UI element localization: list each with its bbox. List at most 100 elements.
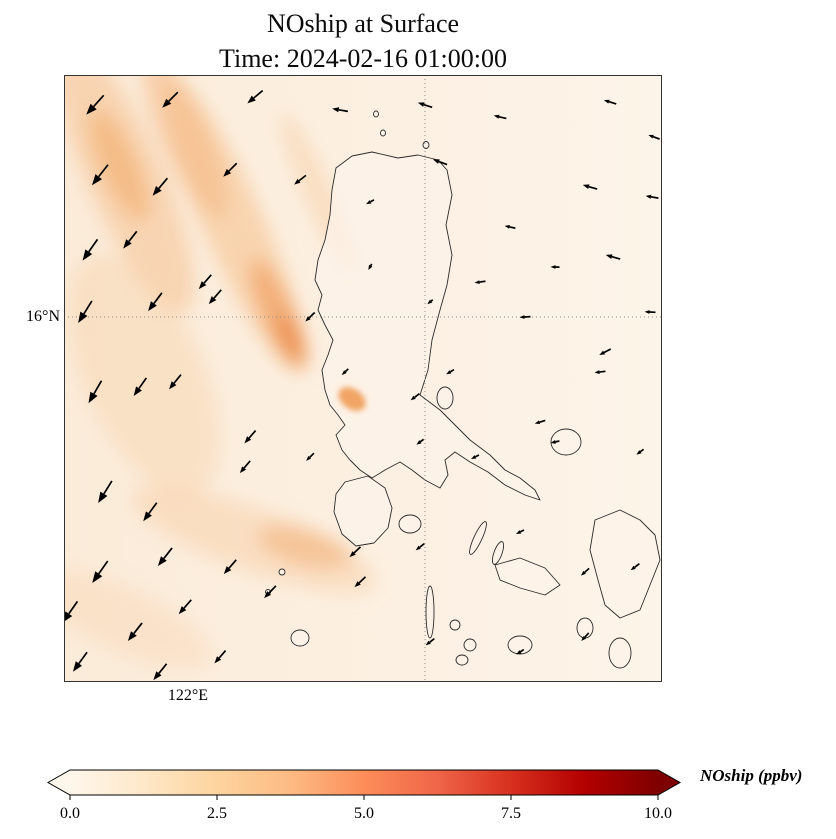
wind-arrow-shaft [98,164,109,178]
wind-arrow-head [493,114,500,119]
wind-arrow-head [630,565,636,571]
wind-arrow-head [332,107,340,113]
wind-arrow-shaft [228,162,238,172]
coastline-marinduque [398,514,422,534]
wind-arrow-head [148,301,157,312]
wind-arrow-head [580,570,586,576]
coastline-islet [455,654,469,666]
coastline-masbate [494,557,561,596]
wind-arrow-shaft [228,559,237,569]
coastal-plume-maximum [338,387,366,411]
wind-arrow-shaft [68,600,79,615]
wind-arrow-shaft [88,238,99,253]
concentration-plumes [64,75,377,670]
figure-title: NOship at Surface [266,9,460,38]
wind-arrow-head [214,656,222,664]
wind-arrow-shaft [309,452,315,458]
wind-arrow-shaft [611,255,621,260]
wind-arrow-head [415,545,421,551]
wind-arrow-head [636,450,642,455]
wind-arrow-shaft [370,263,373,267]
wind-arrow-head [605,254,613,259]
wind-arrow-head [645,194,652,199]
y-axis-tick-label: 16°N [26,308,60,325]
wind-arrow-shaft [419,542,425,548]
map-plot [64,75,662,682]
coastline-polillo [436,386,454,410]
wind-arrow-shaft [358,576,367,584]
coastline-islet [463,638,477,652]
coastline-islet [373,110,379,118]
wind-arrow-shaft [423,103,433,109]
colorbar-bar [46,769,682,796]
wind-arrow-head [162,98,172,108]
wind-arrow-shaft [519,648,525,653]
map-frame [64,75,662,682]
wind-arrow-head [153,671,162,681]
wind-arrow-head [305,316,311,322]
wind-arrow-shaft [83,300,93,315]
wind-arrow-shaft [168,91,179,102]
wind-arrow-head [417,102,425,107]
wind-arrow-head [550,440,556,444]
wind-arrow-head [78,311,88,324]
wind-arrow-shaft [153,292,163,304]
wind-arrow-head [599,350,606,356]
coastline-islet [608,637,632,669]
wind-arrow-head [354,581,361,588]
wind-arrow-head [368,264,373,271]
wind-arrow-head [143,511,152,522]
coastline-islet [422,141,430,149]
coastline-ticao [491,541,505,565]
wind-arrow-head [306,455,311,461]
wind-arrow-shaft [479,280,486,283]
wind-arrow-shaft [163,547,173,559]
wind-arrow-head [157,556,167,567]
wind-arrow-shaft [449,368,455,373]
wind-arrow-head [91,174,102,186]
wind-arrow-head [82,249,93,261]
wind-arrow-head [133,386,142,397]
wind-arrow-shaft [158,177,169,189]
x-axis-tick-label: 122°E [167,687,209,704]
wind-arrow-head [432,159,440,164]
wind-arrow-shaft [98,560,109,575]
wind-arrow-head [644,310,650,314]
coastline-islet [449,619,461,631]
coastline-islet [576,617,594,639]
wind-arrow-head [425,640,431,646]
wind-arrow-shaft [429,637,435,643]
wind-arrow-head [410,395,416,401]
wind-arrow-shaft [92,94,105,108]
wind-arrow-head [416,440,422,445]
wind-arrow-shaft [268,585,277,594]
wind-arrow-shaft [419,438,425,443]
wind-arrow-head [239,466,247,474]
wind-arrow-head [603,99,610,104]
wind-arrow-shaft [78,651,88,665]
wind-arrow-head [88,391,98,404]
wind-arrow-head [366,200,372,205]
colorbar: 0.0 2.5 5.0 7.5 10.0 [46,769,682,822]
wind-arrow-head [534,420,541,424]
wind-arrow-shaft [298,174,307,182]
colorbar-tick-label: 2.5 [207,805,227,822]
wind-arrow-shaft [475,454,480,458]
wind-arrow-shaft [218,650,227,659]
wind-arrow-shaft [133,622,143,634]
wind-arrow-shaft [555,440,560,443]
wind-arrow-shaft [634,563,640,568]
wind-arrow-head [198,281,207,290]
wind-arrow-head [516,650,522,655]
title-block: NOship at Surface Time: 2024-02-16 01:00… [64,6,662,76]
wind-arrow-shaft [308,311,316,319]
coastline-luzon [314,151,541,501]
wind-arrow-shaft [93,380,103,395]
wind-arrow-shaft [173,374,182,384]
wind-arrow-head [264,591,272,599]
wind-arrow-shaft [353,546,362,554]
coastline-tablas [425,585,435,639]
wind-arrow-shaft [520,529,525,533]
figure-time-subtitle: Time: 2024-02-16 01:00:00 [219,44,507,73]
